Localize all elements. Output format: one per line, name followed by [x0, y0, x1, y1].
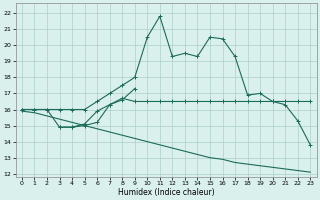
X-axis label: Humidex (Indice chaleur): Humidex (Indice chaleur) [118, 188, 214, 197]
